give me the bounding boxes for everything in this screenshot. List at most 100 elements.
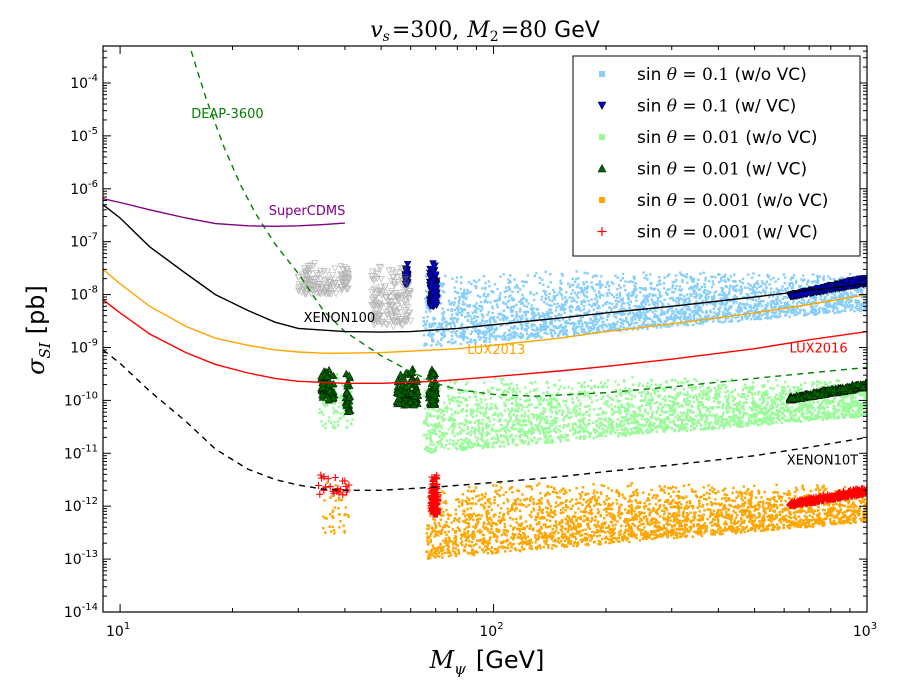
- scatter-point: [690, 311, 694, 314]
- scatter-point: [487, 293, 490, 296]
- scatter-point: [598, 330, 601, 333]
- scatter-point: [496, 287, 499, 291]
- scatter-point: [769, 278, 773, 281]
- scatter-point: [657, 288, 660, 291]
- scatter-point: [550, 304, 553, 307]
- scatter-point: [725, 312, 728, 315]
- scatter-point: [639, 305, 642, 308]
- scatter-point: [748, 314, 751, 318]
- scatter-point: [480, 401, 483, 404]
- scatter-point: [513, 330, 516, 333]
- scatter-point: [771, 299, 774, 303]
- scatter-point: [631, 291, 634, 294]
- scatter-point: [608, 302, 611, 305]
- scatter-point: [487, 311, 490, 314]
- scatter-point: [675, 303, 678, 306]
- scatter-point: [823, 381, 826, 384]
- scatter-point: [499, 292, 502, 295]
- scatter-point: [494, 299, 498, 302]
- scatter-point: [648, 426, 651, 429]
- scatter-point: [331, 265, 339, 272]
- scatter-point: [601, 431, 604, 434]
- scatter-point: [451, 334, 454, 338]
- scatter-point: [671, 284, 675, 287]
- scatter-point: [688, 313, 691, 316]
- scatter-point: [652, 300, 655, 304]
- scatter-point: [625, 316, 628, 320]
- scatter-point: [697, 278, 700, 281]
- scatter-point: [857, 303, 860, 306]
- scatter-point: [769, 291, 773, 294]
- scatter-point: [725, 294, 728, 297]
- scatter-point: [558, 379, 561, 382]
- scatter-point: [772, 276, 775, 280]
- scatter-point: [618, 291, 622, 295]
- scatter-point: [723, 291, 726, 295]
- scatter-point: [462, 397, 465, 400]
- scatter-point: [490, 402, 493, 406]
- scatter-point: [432, 318, 435, 321]
- scatter-point: [638, 286, 642, 290]
- scatter-point: [436, 330, 440, 333]
- scatter-point: [657, 280, 661, 283]
- scatter-point: [569, 322, 572, 325]
- scatter-point: [515, 332, 518, 335]
- scatter-point: [559, 325, 562, 328]
- scatter-point: [814, 298, 817, 301]
- scatter-point: [606, 394, 609, 397]
- scatter-point: [596, 329, 599, 332]
- scatter-point: [475, 319, 478, 322]
- scatter-point: [516, 410, 520, 413]
- scatter-point: [698, 394, 701, 398]
- scatter-point: [845, 402, 849, 405]
- scatter-point: [526, 321, 530, 324]
- scatter-point: [695, 424, 698, 427]
- scatter-point: [782, 273, 786, 276]
- scatter-point: [681, 312, 684, 315]
- scatter-point: [597, 417, 601, 420]
- scatter-point: [583, 304, 586, 308]
- scatter-point: [773, 302, 776, 305]
- scatter-point: [650, 287, 653, 290]
- scatter-point: [554, 309, 558, 312]
- scatter-point: [539, 398, 543, 401]
- scatter-point: [429, 443, 432, 446]
- scatter-point: [753, 285, 756, 288]
- scatter-point: [642, 271, 645, 274]
- scatter-point: [821, 293, 824, 296]
- scatter-point: [488, 337, 491, 340]
- scatter-point: [477, 329, 480, 332]
- scatter-point: [703, 285, 707, 288]
- scatter-point: [476, 323, 479, 326]
- scatter-point: [641, 384, 644, 387]
- scatter-point: [631, 293, 635, 296]
- scatter-point: [835, 296, 838, 300]
- scatter-point: [430, 332, 434, 336]
- scatter-point: [713, 314, 716, 318]
- scatter-point: [786, 410, 789, 414]
- scatter-point: [784, 296, 787, 299]
- scatter-point: [701, 299, 704, 302]
- scatter-point: [746, 298, 749, 301]
- scatter-point: [585, 295, 589, 299]
- scatter-point: [455, 306, 458, 310]
- scatter-point: [666, 293, 669, 296]
- scatter-point: [832, 278, 835, 281]
- scatter-point: [663, 312, 666, 316]
- scatter-point: [594, 293, 598, 296]
- scatter-point: [505, 323, 508, 326]
- scatter-point: [701, 311, 704, 314]
- scatter-point: [576, 331, 579, 335]
- scatter-point: [646, 323, 650, 326]
- scatter-point: [632, 405, 635, 408]
- scatter-point: [474, 339, 477, 343]
- scatter-point: [477, 307, 480, 311]
- scatter-point: [549, 328, 552, 331]
- scatter-point: [479, 323, 483, 326]
- title-vs-value: =300,: [392, 18, 459, 43]
- scatter-point: [705, 303, 708, 306]
- scatter-point: [752, 291, 756, 295]
- scatter-point: [690, 294, 693, 298]
- scatter-point: [540, 295, 544, 298]
- scatter-point: [474, 341, 477, 345]
